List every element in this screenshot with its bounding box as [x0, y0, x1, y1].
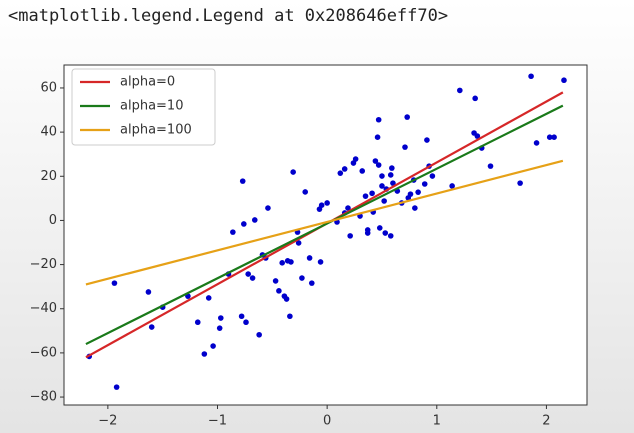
scatter-point	[290, 169, 296, 175]
scatter-point	[374, 134, 381, 140]
scatter-point	[379, 183, 385, 189]
legend-label: alpha=10	[120, 99, 183, 114]
scatter-point	[372, 158, 379, 164]
scatter-point	[241, 221, 247, 227]
legend-label: alpha=100	[120, 123, 192, 138]
scatter-point	[364, 230, 371, 236]
x-tick-label: −1	[208, 414, 227, 429]
scatter-point	[387, 172, 394, 178]
scatter-point	[376, 225, 383, 231]
scatter-point	[148, 324, 155, 330]
scatter-point	[201, 351, 208, 357]
scatter-point	[551, 134, 557, 140]
scatter-point	[381, 198, 387, 204]
x-tick-label: −2	[98, 414, 117, 429]
scatter-point	[345, 205, 351, 211]
y-tick-label: −40	[30, 301, 57, 316]
scatter-point	[337, 170, 344, 176]
scatter-point	[472, 95, 478, 102]
scatter-point	[457, 87, 463, 94]
scatter-point	[265, 205, 271, 211]
scatter-point	[424, 137, 430, 143]
scatter-point	[308, 280, 315, 286]
scatter-point	[230, 229, 236, 235]
scatter-point	[145, 289, 152, 295]
scatter-point	[243, 319, 249, 326]
scatter-point	[533, 140, 540, 146]
scatter-point	[390, 180, 396, 186]
scatter-point	[194, 319, 201, 326]
scatter-point	[113, 384, 120, 390]
y-tick-label: 60	[40, 80, 57, 95]
scatter-point	[217, 315, 224, 321]
scatter-point	[379, 173, 385, 179]
scatter-point	[389, 165, 395, 171]
scatter-point	[295, 240, 302, 246]
y-tick-label: −80	[30, 390, 57, 405]
scatter-point	[415, 189, 421, 195]
scatter-point	[352, 156, 359, 162]
scatter-point	[359, 168, 366, 174]
x-tick-label: 2	[542, 414, 550, 429]
scatter-point	[249, 275, 256, 281]
scatter-point	[412, 205, 418, 211]
scatter-point	[306, 255, 313, 261]
scatter-point	[216, 325, 223, 331]
scatter-point	[283, 296, 290, 302]
scatter-point	[347, 233, 353, 239]
scatter-point	[369, 190, 375, 197]
scatter-point	[375, 116, 382, 123]
x-tick-label: 1	[433, 414, 441, 429]
scatter-point	[256, 331, 262, 338]
scatter-point	[302, 189, 309, 195]
scatter-point	[279, 260, 285, 266]
scatter-point	[404, 114, 410, 120]
scatter-point	[288, 259, 294, 265]
y-tick-label: −60	[30, 345, 57, 360]
scatter-point	[387, 233, 394, 239]
fit-line	[85, 159, 564, 286]
scatter-point	[487, 163, 494, 169]
scatter-point	[111, 280, 118, 286]
scatter-point	[205, 295, 212, 301]
scatter-point	[429, 173, 436, 179]
scatter-point	[561, 77, 567, 84]
y-tick-label: 20	[40, 169, 57, 184]
scatter-point	[546, 134, 553, 140]
scatter-point	[375, 162, 382, 168]
output-text: <matplotlib.legend.Legend at 0x208646eff…	[8, 6, 449, 26]
scatter-point	[238, 313, 245, 320]
y-tick-label: 40	[40, 125, 57, 140]
legend-box	[71, 68, 216, 146]
x-tick-label: 0	[323, 414, 331, 429]
scatter-point	[421, 181, 428, 187]
scatter-point	[287, 313, 293, 320]
y-tick-label: 0	[49, 213, 57, 228]
legend-label: alpha=0	[120, 75, 175, 90]
fit-line	[85, 104, 564, 346]
scatter-point	[210, 343, 216, 349]
scatter-point	[317, 259, 324, 265]
scatter-point	[251, 217, 258, 223]
scatter-point	[474, 133, 481, 139]
scatter-point	[449, 183, 455, 189]
scatter-point	[382, 230, 389, 236]
scatter-point	[239, 178, 246, 184]
scatter-point	[272, 278, 279, 284]
scatter-point	[299, 275, 305, 281]
scatter-point	[528, 73, 534, 80]
scatter-point	[341, 166, 348, 172]
scatter-point	[276, 288, 282, 294]
scatter-point	[245, 271, 252, 277]
y-tick-label: −20	[30, 257, 57, 272]
scatter-point	[324, 200, 330, 206]
scatter-point	[402, 144, 408, 150]
scatter-point	[407, 191, 414, 197]
scatter-point	[517, 180, 523, 186]
scatter-point	[318, 202, 325, 208]
scatter-point	[362, 193, 369, 199]
